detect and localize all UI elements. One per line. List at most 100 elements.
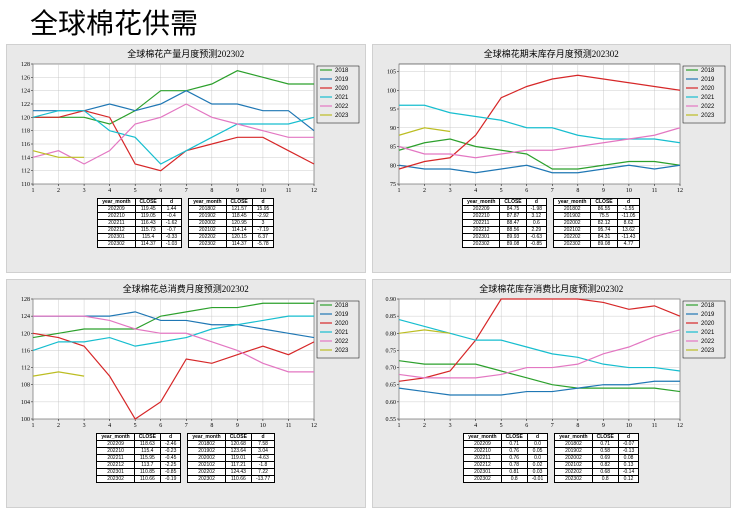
svg-text:100: 100 xyxy=(21,417,30,423)
svg-text:2021: 2021 xyxy=(701,330,715,336)
svg-text:12: 12 xyxy=(311,188,317,194)
table-row: 202210115.4-0.23 xyxy=(97,448,181,455)
table-row: 2022110.760.0 xyxy=(464,455,548,462)
svg-text:2022: 2022 xyxy=(335,104,349,110)
table-row: 20180286.55-1.55 xyxy=(554,206,640,213)
table-header: year_month xyxy=(555,434,592,441)
svg-text:0.90: 0.90 xyxy=(385,297,396,303)
svg-text:0.65: 0.65 xyxy=(385,383,396,389)
chart-title: 全球棉花总消费月度预测202302 xyxy=(9,282,363,295)
tables-row: year_monthCLOSEd202209118.63-2.462022101… xyxy=(9,431,363,483)
svg-text:3: 3 xyxy=(448,423,451,429)
svg-text:3: 3 xyxy=(83,188,86,194)
svg-text:2019: 2019 xyxy=(335,312,349,318)
tables-row: year_monthCLOSEd20220984.75-1.9820221087… xyxy=(375,196,729,248)
panel-3: 全球棉花库存消费比月度预测2023020.550.600.650.700.750… xyxy=(372,279,732,508)
table-row: 202102114.14-7.19 xyxy=(189,227,274,234)
svg-text:118: 118 xyxy=(21,129,30,135)
svg-text:90: 90 xyxy=(390,126,396,132)
table-row: 201902118.45-2.92 xyxy=(189,213,274,220)
svg-text:4: 4 xyxy=(108,423,111,429)
table-header: d xyxy=(160,434,180,441)
panel-0: 全球棉花产量月度预测202302110112114116118120122124… xyxy=(6,44,366,273)
table-header: CLOSE xyxy=(226,199,252,206)
svg-text:0.70: 0.70 xyxy=(385,366,396,372)
svg-text:10: 10 xyxy=(260,423,266,429)
svg-text:112: 112 xyxy=(21,366,30,372)
svg-text:116: 116 xyxy=(21,142,30,148)
svg-text:7: 7 xyxy=(185,423,188,429)
svg-text:126: 126 xyxy=(21,75,30,81)
table-row: 2020020.690.08 xyxy=(555,455,639,462)
svg-text:6: 6 xyxy=(159,188,162,194)
svg-text:108: 108 xyxy=(21,383,30,389)
svg-text:2022: 2022 xyxy=(701,339,715,345)
svg-text:2: 2 xyxy=(423,423,426,429)
svg-text:2018: 2018 xyxy=(701,303,715,309)
svg-text:1: 1 xyxy=(397,423,400,429)
table-row: 202302110.66-0.19 xyxy=(97,476,181,483)
svg-text:122: 122 xyxy=(21,102,30,108)
table-header: year_month xyxy=(98,199,135,206)
svg-text:9: 9 xyxy=(236,188,239,194)
table-row: 202302110.66-13.77 xyxy=(188,476,275,483)
table-header: CLOSE xyxy=(592,434,618,441)
svg-text:110: 110 xyxy=(21,182,30,188)
svg-text:6: 6 xyxy=(159,423,162,429)
svg-text:124: 124 xyxy=(21,314,30,320)
table-row: 202202120.156.37 xyxy=(189,234,274,241)
table-row: 201802120.687.58 xyxy=(188,441,275,448)
svg-text:8: 8 xyxy=(210,188,213,194)
table-row: 202301110.85-0.85 xyxy=(97,469,181,476)
data-table-1: year_monthCLOSEd201802120.687.5820190212… xyxy=(187,433,275,483)
svg-text:8: 8 xyxy=(210,423,213,429)
table-row: 2019020.58-0.13 xyxy=(555,448,639,455)
legend: 201820192020202120222023 xyxy=(683,301,725,358)
table-row: 202202124.437.22 xyxy=(188,469,275,476)
table-row: 2022020.68-0.14 xyxy=(555,469,639,476)
table-row: 2023020.8-0.01 xyxy=(464,476,548,483)
svg-text:4: 4 xyxy=(108,188,111,194)
svg-text:9: 9 xyxy=(601,423,604,429)
svg-text:5: 5 xyxy=(499,423,502,429)
table-header: CLOSE xyxy=(225,434,251,441)
svg-text:11: 11 xyxy=(286,188,292,194)
svg-text:2020: 2020 xyxy=(701,86,715,92)
table-header: d xyxy=(252,199,274,206)
table-row: 202301115.4-0.33 xyxy=(98,234,182,241)
chart-area: 1101121141161181201221241261281234567891… xyxy=(9,60,363,196)
table-header: year_month xyxy=(554,199,591,206)
svg-text:5: 5 xyxy=(134,423,137,429)
table-row: 202002119.01-4.63 xyxy=(188,455,275,462)
svg-text:85: 85 xyxy=(390,145,396,151)
svg-text:3: 3 xyxy=(448,188,451,194)
svg-text:2019: 2019 xyxy=(701,312,715,318)
table-row: 202210119.05-0.4 xyxy=(98,213,182,220)
table-row: 20230289.08-0.85 xyxy=(463,241,547,248)
svg-text:2023: 2023 xyxy=(701,348,715,354)
table-row: 20200282.128.62 xyxy=(554,220,640,227)
svg-text:1: 1 xyxy=(32,188,35,194)
table-header: d xyxy=(251,434,274,441)
svg-text:12: 12 xyxy=(677,423,683,429)
table-row: 202102117.21-1.8 xyxy=(188,462,275,469)
chart-area: 1001041081121161201241281234567891011122… xyxy=(9,295,363,431)
chart-area: 7580859095100105123456789101112201820192… xyxy=(375,60,729,196)
svg-text:2: 2 xyxy=(57,188,60,194)
table-header: CLOSE xyxy=(501,434,527,441)
table-header: d xyxy=(617,199,640,206)
svg-text:8: 8 xyxy=(576,188,579,194)
tables-row: year_monthCLOSEd2022090.710.02022100.760… xyxy=(375,431,729,483)
svg-text:128: 128 xyxy=(21,297,30,303)
table-row: 202211115.95-0.45 xyxy=(97,455,181,462)
data-table-1: year_monthCLOSEd20180286.55-1.5520190275… xyxy=(553,198,640,248)
table-row: 2018020.71-0.07 xyxy=(555,441,639,448)
svg-text:2020: 2020 xyxy=(335,321,349,327)
page-title: 全球棉花供需 xyxy=(0,0,737,44)
table-header: d xyxy=(526,199,546,206)
svg-text:0.85: 0.85 xyxy=(385,314,396,320)
table-row: 2023010.810.03 xyxy=(464,469,548,476)
svg-text:2021: 2021 xyxy=(335,330,349,336)
svg-text:6: 6 xyxy=(525,423,528,429)
table-header: year_month xyxy=(464,434,501,441)
